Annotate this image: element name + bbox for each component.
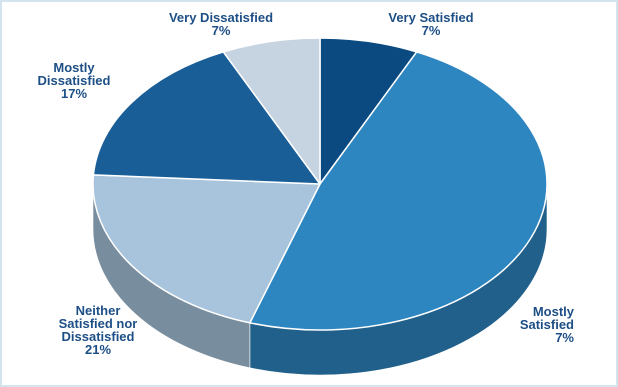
label-very-satisfied: Very Satisfied 7% bbox=[388, 10, 473, 38]
label-value: 7% bbox=[555, 330, 574, 345]
label-mostly-satisfied: Mostly Satisfied 7% bbox=[520, 304, 575, 345]
label-line: Dissatisfied bbox=[62, 329, 135, 344]
slice-mostly-dissatisfied bbox=[92, 51, 321, 185]
label-mostly-dissatisfied: Mostly Dissatisfied 17% bbox=[38, 60, 111, 101]
label-line: Mostly bbox=[533, 304, 575, 319]
label-line: Satisfied nor bbox=[59, 316, 138, 331]
label-line: Mostly bbox=[53, 60, 95, 75]
label-neither-satisfied-nor-dissatisfied: Neither Satisfied nor Dissatisfied 21% bbox=[59, 303, 138, 357]
label-line: Very Satisfied bbox=[388, 10, 473, 25]
label-very-dissatisfied: Very Dissatisfied 7% bbox=[169, 10, 273, 38]
label-value: 21% bbox=[85, 342, 111, 357]
pie-labels: Very Satisfied 7%Mostly Satisfied 7%Neither… bbox=[38, 10, 575, 357]
pie-tops bbox=[92, 37, 548, 331]
label-line: Very Dissatisfied bbox=[169, 10, 273, 25]
slice-very-dissatisfied bbox=[222, 37, 321, 185]
label-value: 17% bbox=[61, 86, 87, 101]
label-line: Neither bbox=[76, 303, 121, 318]
label-line: Dissatisfied bbox=[38, 73, 111, 88]
label-line: Satisfied bbox=[520, 317, 574, 332]
slice-mostly-satisfied bbox=[249, 51, 548, 331]
slice-neither-satisfied-nor-dissatisfied bbox=[92, 174, 321, 324]
label-value: 7% bbox=[212, 23, 231, 38]
label-value: 7% bbox=[422, 23, 441, 38]
